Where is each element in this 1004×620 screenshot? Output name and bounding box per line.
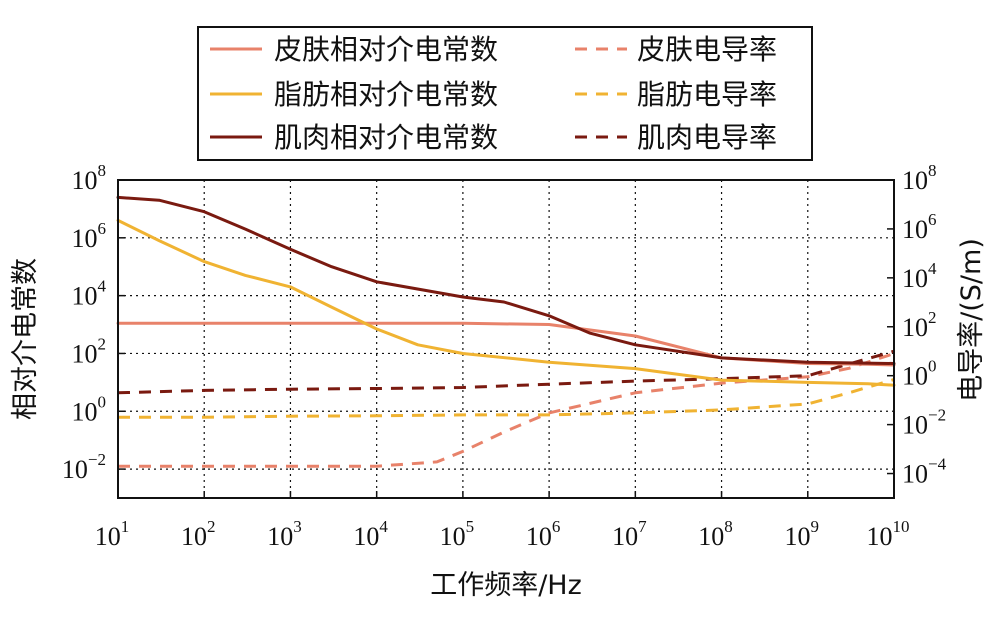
left-y-tick-label: 100 (72, 392, 107, 426)
x-tick-label: 104 (353, 517, 388, 551)
series-4-line (118, 352, 895, 468)
x-tick-label: 102 (181, 517, 216, 551)
legend-label: 肌肉相对介电常数 (274, 121, 498, 154)
x-tick-label: 105 (440, 517, 475, 551)
legend-label: 皮肤相对介电常数 (274, 33, 498, 66)
series-6-line (117, 349, 895, 395)
left-y-tick-label: 10−2 (62, 450, 106, 484)
legend-label: 肌肉电导率 (637, 121, 777, 154)
left-y-tick-label: 104 (72, 277, 107, 311)
series-layer (116, 195, 896, 468)
right-y-tick-label: 108 (902, 161, 937, 195)
x-tick-label: 1010 (867, 517, 910, 551)
right-y-tick-label: 10−4 (902, 455, 947, 489)
right-y-tick-label: 104 (902, 259, 937, 293)
x-tick-label: 101 (95, 517, 130, 551)
left-y-tick-label: 106 (72, 219, 107, 253)
series-5-line (118, 378, 895, 419)
left-y-tick-label: 102 (72, 334, 107, 368)
x-tick-label: 108 (698, 517, 733, 551)
right-y-tick-label: 102 (902, 308, 937, 342)
right-y-tick-label: 100 (902, 357, 937, 391)
x-tick-label: 106 (526, 517, 561, 551)
legend-label: 皮肤电导率 (637, 33, 777, 66)
left-y-tick-label: 108 (72, 161, 107, 195)
x-tick-label: 107 (612, 517, 647, 551)
grid-layer (118, 179, 894, 498)
x-tick-label: 109 (785, 517, 820, 551)
y-axis-title-right: 电导率/(S/m) (956, 238, 987, 402)
x-axis-title: 工作频率/Hz (430, 570, 582, 601)
legend-frame (197, 26, 813, 161)
plot-frame (117, 179, 895, 499)
right-y-tick-label: 10−2 (902, 406, 946, 440)
y-axis-title-left: 相对介电常数 (10, 258, 41, 420)
series-3-line (116, 195, 896, 365)
x-tick-label: 103 (267, 517, 302, 551)
right-y-tick-label: 106 (902, 210, 937, 244)
tick-layer: 101 102 103 104 105 106 107 108 109 1010 10−2 100 10… (62, 161, 947, 551)
legend-label: 脂肪相对介电常数 (274, 78, 498, 111)
series-2-line (116, 218, 896, 387)
legend-label: 脂肪电导率 (637, 78, 777, 111)
